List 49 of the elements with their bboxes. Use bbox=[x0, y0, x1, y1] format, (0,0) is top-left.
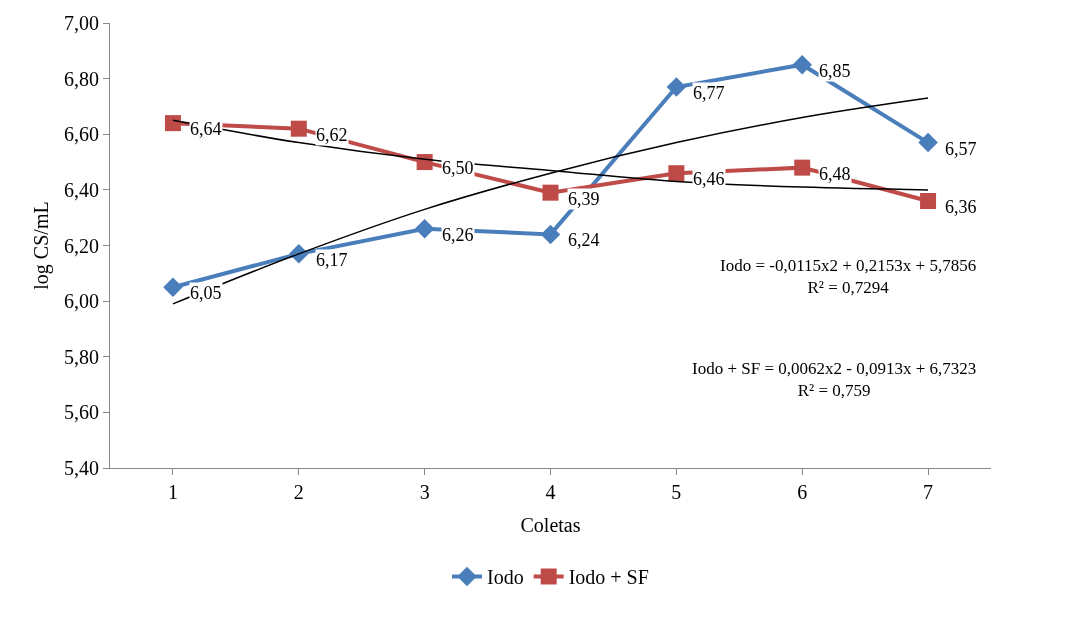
y-tick-label: 6,00 bbox=[64, 290, 99, 313]
data-label: 6,77 bbox=[693, 83, 725, 103]
y-tick-label: 6,20 bbox=[64, 234, 99, 257]
legend-label: Iodo bbox=[487, 566, 524, 589]
legend-label: Iodo + SF bbox=[568, 566, 649, 589]
point bbox=[163, 277, 183, 297]
data-label: 6,36 bbox=[945, 197, 977, 217]
data-label: 6,17 bbox=[316, 250, 348, 270]
data-label: 6,24 bbox=[568, 230, 600, 250]
point bbox=[414, 219, 435, 239]
annotation: Iodo = -0,0115x2 + 0,2153x + 5,7856 R² = 0,7294 bbox=[720, 256, 977, 298]
point bbox=[668, 165, 685, 182]
x-tick-label: 6 bbox=[797, 481, 808, 503]
x-tick-label: 3 bbox=[419, 481, 430, 503]
point bbox=[666, 77, 687, 97]
point bbox=[918, 132, 938, 153]
y-axis-title: log CS/mL bbox=[29, 201, 53, 290]
x-tick-label: 1 bbox=[167, 481, 178, 503]
point bbox=[542, 184, 559, 201]
point bbox=[290, 120, 307, 137]
x-axis-title: Coletas bbox=[520, 513, 581, 536]
point bbox=[920, 193, 937, 209]
y-tick-label: 7,00 bbox=[64, 12, 99, 34]
data-label: 6,85 bbox=[819, 61, 851, 81]
data-label: 6,46 bbox=[693, 169, 725, 189]
annotation: Iodo + SF = 0,0062x2 - 0,0913x + 6,7323 R² = 0,759 bbox=[692, 359, 977, 401]
data-label: 6,05 bbox=[190, 283, 222, 303]
point bbox=[794, 159, 811, 176]
point bbox=[540, 224, 561, 245]
y-tick-label: 6,60 bbox=[64, 123, 99, 146]
data-label: 6,64 bbox=[190, 119, 222, 139]
data-label: 6,39 bbox=[568, 189, 600, 209]
y-tick-label: 6,40 bbox=[64, 178, 99, 201]
data-label: 6,57 bbox=[945, 139, 977, 159]
x-tick-label: 4 bbox=[545, 481, 556, 503]
x-tick-label: 7 bbox=[923, 481, 934, 503]
x-tick-label: 2 bbox=[293, 481, 304, 503]
data-label: 6,48 bbox=[819, 164, 851, 184]
y-tick-label: 5,60 bbox=[64, 401, 99, 424]
data-label: 6,62 bbox=[316, 125, 348, 145]
point bbox=[416, 154, 433, 171]
point bbox=[792, 54, 812, 75]
y-tick-label: 6,80 bbox=[64, 67, 99, 90]
x-tick-label: 5 bbox=[671, 481, 682, 503]
data-label: 6,50 bbox=[442, 158, 474, 178]
y-tick-label: 5,40 bbox=[64, 457, 99, 479]
point bbox=[164, 115, 181, 132]
y-tick-label: 5,80 bbox=[64, 345, 99, 368]
data-label: 6,26 bbox=[442, 225, 474, 245]
